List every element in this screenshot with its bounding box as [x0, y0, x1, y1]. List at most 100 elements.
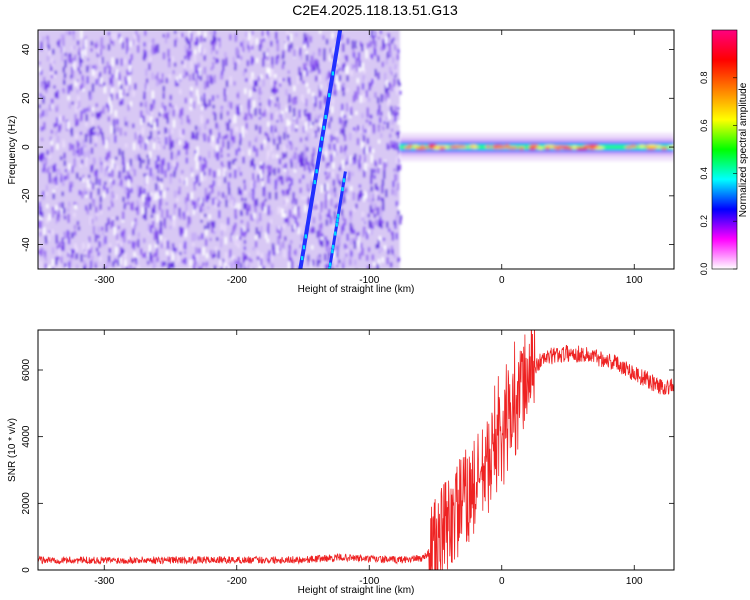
noise-cell: [267, 150, 270, 157]
noise-cell: [212, 56, 215, 60]
noise-cell: [95, 112, 98, 118]
noise-cell: [50, 63, 53, 72]
noise-cell: [373, 168, 376, 174]
noise-cell: [62, 115, 65, 122]
bottom-y-tick-label: 2000: [21, 492, 32, 515]
noise-cell: [39, 260, 43, 269]
noise-cell: [88, 63, 91, 70]
noise-cell: [218, 132, 221, 139]
streak-cell: [313, 180, 317, 185]
noise-cell: [316, 63, 320, 70]
noise-cell: [121, 98, 124, 105]
noise-cell: [216, 151, 219, 161]
noise-cell: [396, 174, 399, 181]
noise-cell: [266, 48, 270, 55]
noise-cell: [359, 124, 363, 134]
noise-cell: [112, 261, 115, 267]
noise-cell: [226, 202, 230, 207]
noise-cell: [111, 159, 114, 169]
noise-cell: [148, 244, 152, 254]
noise-cell: [260, 91, 263, 95]
noise-cell: [191, 135, 194, 140]
noise-cell: [177, 254, 180, 262]
noise-cell: [206, 118, 209, 124]
noise-cell: [365, 49, 368, 59]
noise-cell: [390, 231, 393, 236]
noise-cell: [370, 175, 373, 185]
noise-cell: [74, 54, 77, 61]
noise-cell: [377, 72, 380, 80]
noise-cell: [78, 100, 81, 108]
noise-cell: [198, 266, 201, 269]
noise-cell: [340, 34, 343, 40]
noise-cell: [188, 30, 191, 39]
noise-cell: [152, 264, 155, 269]
noise-cell: [111, 202, 114, 208]
noise-cell: [177, 150, 180, 156]
noise-cell: [235, 47, 238, 56]
noise-cell: [57, 217, 60, 221]
noise-cell: [294, 206, 297, 215]
noise-cell: [193, 54, 196, 62]
noise-cell: [318, 89, 321, 98]
noise-cell: [287, 217, 290, 227]
noise-cell: [153, 142, 156, 150]
noise-cell: [231, 235, 234, 242]
noise-cell: [331, 171, 334, 178]
noise-cell: [184, 55, 187, 60]
noise-cell: [103, 66, 107, 74]
noise-cell: [183, 145, 186, 150]
noise-cell: [343, 134, 347, 142]
noise-cell: [373, 203, 377, 207]
noise-cell: [204, 122, 207, 130]
noise-cell: [244, 68, 247, 73]
noise-cell: [186, 210, 189, 216]
noise-cell: [318, 224, 321, 231]
top-x-tick-label: -300: [94, 275, 114, 286]
noise-cell: [352, 229, 356, 235]
noise-cell: [81, 75, 84, 81]
noise-cell: [120, 241, 123, 250]
noise-cell: [286, 30, 289, 37]
noise-cell: [42, 191, 45, 200]
noise-cell: [275, 177, 279, 186]
noise-cell: [370, 53, 374, 60]
noise-cell: [325, 239, 328, 248]
noise-cell: [335, 256, 338, 266]
noise-cell: [95, 177, 98, 186]
noise-cell: [132, 123, 135, 129]
noise-cell: [255, 38, 259, 45]
noise-cell: [150, 44, 154, 53]
noise-cell: [250, 96, 253, 101]
noise-cell: [387, 99, 390, 107]
noise-cell: [260, 161, 263, 169]
noise-cell: [43, 122, 46, 130]
noise-cell: [218, 210, 221, 219]
noise-cell: [343, 243, 347, 249]
noise-cell: [258, 108, 262, 114]
noise-cell: [357, 195, 360, 201]
noise-cell: [361, 211, 364, 218]
noise-cell: [95, 43, 98, 49]
noise-cell: [47, 266, 50, 269]
noise-cell: [55, 106, 58, 111]
noise-cell: [162, 92, 165, 99]
noise-cell: [263, 205, 266, 213]
noise-cell: [271, 243, 275, 251]
noise-cell: [220, 154, 223, 158]
noise-cell: [294, 96, 298, 105]
noise-cell: [299, 47, 302, 57]
noise-cell: [311, 159, 314, 167]
noise-cell: [105, 139, 108, 149]
noise-cell: [362, 195, 365, 202]
noise-cell: [193, 134, 196, 140]
noise-cell: [252, 172, 255, 181]
noise-cell: [352, 192, 355, 201]
noise-cell: [338, 67, 341, 71]
noise-cell: [242, 39, 245, 47]
noise-cell: [91, 113, 94, 117]
noise-cell: [47, 232, 51, 242]
noise-cell: [271, 88, 274, 93]
noise-cell: [163, 112, 166, 119]
noise-cell: [240, 227, 243, 237]
